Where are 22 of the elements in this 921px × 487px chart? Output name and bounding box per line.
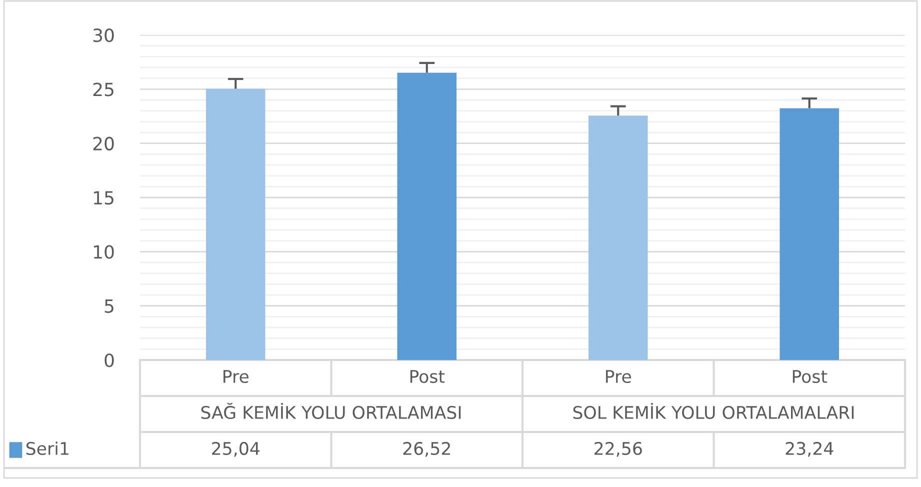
- text: SAĞ KEMİK YOLU ORTALAMASI: [201, 402, 461, 420]
- legend-label: Seri1: [26, 442, 68, 456]
- bar: [780, 108, 840, 360]
- x-tick-label: Pre: [224, 370, 248, 384]
- y-tick-label: 20: [93, 136, 114, 150]
- x-tick-label: Post: [792, 370, 828, 384]
- bar: [206, 88, 266, 360]
- text: SOL KEMİK YOLU ORTALAMALARI: [573, 402, 854, 420]
- x-tick-label: Post: [410, 370, 445, 384]
- bar: [397, 72, 457, 360]
- bar: [588, 116, 648, 360]
- y-tick-label: 30: [93, 28, 114, 42]
- y-tick-label: 5: [104, 300, 114, 313]
- data-label: 22,56: [594, 442, 642, 457]
- y-tick-label: 15: [94, 191, 114, 205]
- y-tick-label: 0: [104, 353, 114, 368]
- data-label: 25,04: [212, 442, 260, 457]
- x-tick-label: Pre: [606, 370, 631, 384]
- data-label: 23,24: [786, 442, 834, 457]
- data-label: 26,52: [403, 442, 450, 457]
- y-tick-label: 25: [93, 82, 114, 96]
- y-tick-label: 10: [94, 245, 114, 259]
